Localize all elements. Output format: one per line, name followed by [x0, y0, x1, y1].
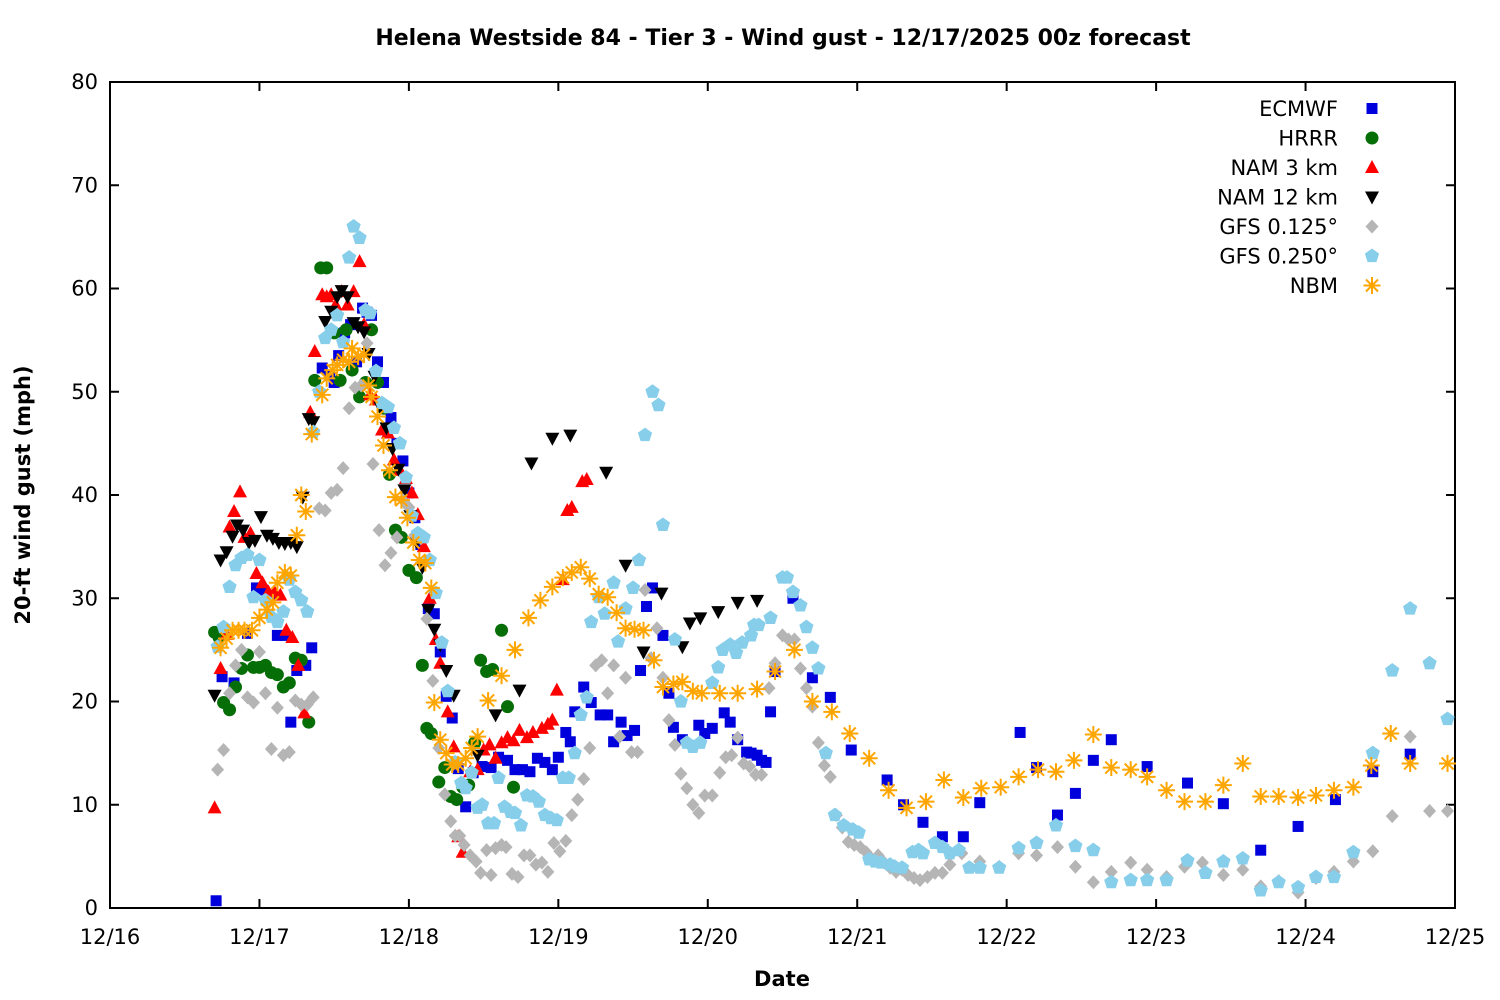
x-tick-label: 12/24 — [1275, 925, 1336, 949]
legend-label: GFS 0.125° — [1219, 215, 1338, 239]
legend: ECMWF HRRR NAM 3 km NAM 12 km GFS 0.125° GFS … — [1217, 97, 1381, 298]
y-tick-label: 10 — [71, 793, 98, 817]
legend-label: NBM — [1290, 274, 1338, 298]
x-tick-label: 12/20 — [678, 925, 739, 949]
x-tick-label: 12/17 — [229, 925, 290, 949]
x-tick-label: 12/22 — [976, 925, 1037, 949]
plot-axes: 12/16 12/17 12/18 12/19 12/20 12/21 12/22 12/23… — [71, 70, 1485, 949]
legend-label: ECMWF — [1259, 97, 1338, 121]
legend-label: HRRR — [1278, 127, 1338, 151]
chart-title: Helena Westside 84 - Tier 3 - Wind gust … — [375, 26, 1191, 51]
x-tick-label: 12/16 — [80, 925, 141, 949]
y-axis-label: 20-ft wind gust (mph) — [11, 365, 35, 624]
legend-label: GFS 0.250° — [1219, 245, 1338, 269]
series-gfs-0-250- — [210, 219, 1455, 897]
legend-item-gfs-0-250-: GFS 0.250° — [1219, 245, 1380, 269]
series-hrrr — [208, 261, 520, 807]
x-tick-label: 12/21 — [827, 925, 888, 949]
y-tick-label: 30 — [71, 586, 98, 610]
series-ecmwf — [210, 302, 1416, 907]
plot-area — [207, 219, 1457, 907]
legend-item-nbm: NBM — [1290, 274, 1381, 298]
y-tick-label: 40 — [71, 483, 98, 507]
y-tick-label: 60 — [71, 277, 98, 301]
y-tick-label: 20 — [71, 690, 98, 714]
legend-item-hrrr: HRRR — [1278, 127, 1379, 151]
y-tick-label: 80 — [71, 70, 98, 94]
series-nam-3-km — [207, 254, 594, 858]
y-tick-label: 0 — [85, 896, 98, 920]
legend-label: NAM 3 km — [1230, 156, 1338, 180]
x-axis-label: Date — [754, 967, 810, 991]
x-tick-label: 12/25 — [1425, 925, 1486, 949]
legend-item-gfs-0-125-: GFS 0.125° — [1219, 215, 1379, 239]
x-tick-label: 12/19 — [528, 925, 589, 949]
legend-item-nam-12-km: NAM 12 km — [1217, 186, 1379, 210]
x-tick-label: 12/18 — [379, 925, 440, 949]
legend-label: NAM 12 km — [1217, 186, 1338, 210]
legend-item-ecmwf: ECMWF — [1259, 97, 1378, 121]
y-tick-label: 50 — [71, 380, 98, 404]
series-gfs-0-125- — [211, 336, 1455, 900]
x-tick-label: 12/23 — [1126, 925, 1187, 949]
series-nam-12-km — [207, 285, 765, 763]
series-nbm — [212, 339, 1457, 817]
y-tick-label: 70 — [71, 173, 98, 197]
legend-item-nam-3-km: NAM 3 km — [1230, 156, 1379, 180]
